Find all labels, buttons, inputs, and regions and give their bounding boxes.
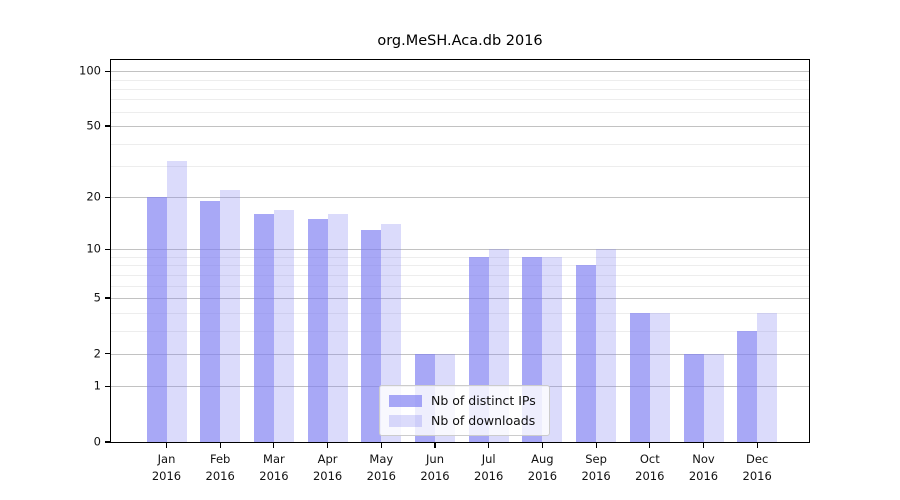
x-axis: Jan 2016 Feb 2016 Mar 2016 Apr 2016 May 2016 Jun 20… xyxy=(111,60,809,483)
bar-downloads xyxy=(273,209,294,442)
y-tick-mark xyxy=(104,248,110,250)
x-tick-mark xyxy=(595,443,597,449)
bar-group xyxy=(307,60,348,442)
y-tick-mark xyxy=(104,441,110,443)
x-tick-label: Jul 2016 xyxy=(474,452,504,483)
y-tick-mark xyxy=(104,385,110,387)
bar-distinct-ips xyxy=(576,265,597,442)
bar-distinct-ips xyxy=(361,229,382,442)
x-tick-mark xyxy=(219,443,221,449)
y-tick-label: 2 xyxy=(93,346,101,361)
major-gridline xyxy=(111,298,809,299)
bar-group xyxy=(737,60,778,442)
minor-gridline xyxy=(111,330,809,332)
x-tick-mark xyxy=(756,443,758,449)
plot-area: 100 50 20 10 5 2 1 0 Jan 2016 Feb 2016 Mar 2016 Apr 20… xyxy=(79,59,810,483)
chart-title: org.MeSH.Aca.db 2016 xyxy=(377,33,543,49)
bar-downloads xyxy=(703,353,724,442)
x-tick-label: Apr 2016 xyxy=(312,452,343,483)
x-tick-label: Sep 2016 xyxy=(581,452,611,483)
y-axis: 100 50 20 10 5 2 1 0 xyxy=(79,60,809,449)
bar-distinct-ips xyxy=(737,330,758,442)
y-tick-mark xyxy=(104,353,110,355)
major-gridline xyxy=(111,249,809,251)
x-tick-label: May 2016 xyxy=(366,452,396,483)
y-tick-mark xyxy=(104,297,110,299)
bar-group xyxy=(146,60,187,442)
y-tick-label: 5 xyxy=(93,290,101,305)
legend-entry-distinct-ips: Nb of distinct IPs xyxy=(389,393,536,408)
y-tick-label: 10 xyxy=(86,242,101,257)
x-tick-label: Mar 2016 xyxy=(259,452,289,483)
x-tick-mark xyxy=(702,443,705,449)
bar-downloads xyxy=(649,312,670,442)
y-tick-mark xyxy=(104,196,110,198)
bar-distinct-ips xyxy=(146,197,167,442)
bar-downloads xyxy=(166,161,187,442)
x-tick-mark xyxy=(327,443,329,449)
y-tick-label: 100 xyxy=(79,63,101,78)
x-tick-mark xyxy=(380,443,382,449)
y-tick-mark xyxy=(104,70,110,72)
x-tick-mark xyxy=(165,443,168,449)
x-tick-label: Aug 2016 xyxy=(527,452,558,483)
major-gridline xyxy=(111,353,809,355)
x-tick-label: Jun 2016 xyxy=(420,452,450,483)
bar-distinct-ips xyxy=(683,353,704,442)
x-tick-label: Nov 2016 xyxy=(688,452,719,483)
minor-gridline xyxy=(111,256,809,258)
x-tick-mark xyxy=(488,443,490,449)
y-tick-label: 20 xyxy=(86,190,101,205)
bar-distinct-ips xyxy=(307,219,328,442)
minor-gridline xyxy=(111,166,809,168)
legend: Nb of distinct IPs Nb of downloads xyxy=(379,385,550,436)
minor-gridline xyxy=(111,274,809,276)
minor-gridline xyxy=(111,312,809,314)
x-tick-label: Dec 2016 xyxy=(742,452,772,483)
bar-group xyxy=(200,60,241,442)
bar-downloads xyxy=(596,249,617,442)
minor-gridline xyxy=(111,265,809,267)
bar-downloads xyxy=(757,312,778,442)
minor-gridline xyxy=(111,143,809,145)
legend-label-downloads: Nb of downloads xyxy=(431,413,536,428)
x-tick-mark xyxy=(434,443,436,449)
minor-gridline xyxy=(111,99,809,101)
x-tick-label: Jan 2016 xyxy=(151,452,182,483)
bar-distinct-ips xyxy=(200,201,221,442)
bar-distinct-ips xyxy=(253,214,274,442)
major-gridline xyxy=(111,71,809,73)
y-tick-label: 0 xyxy=(93,434,101,449)
bar-group xyxy=(576,60,617,442)
minor-gridline xyxy=(111,111,809,113)
x-tick-label: Oct 2016 xyxy=(635,452,665,483)
major-gridline xyxy=(111,197,809,199)
bar-group xyxy=(629,60,670,442)
minor-gridline xyxy=(111,88,809,90)
legend-swatch-downloads-icon xyxy=(389,414,422,427)
y-tick-label: 50 xyxy=(86,118,101,133)
bar-group xyxy=(253,60,294,442)
minor-gridline xyxy=(111,285,809,287)
minor-gridline xyxy=(111,79,809,81)
x-tick-mark xyxy=(649,443,651,449)
y-tick-label: 1 xyxy=(93,379,101,394)
x-tick-mark xyxy=(541,443,543,449)
major-gridline xyxy=(111,126,809,128)
x-tick-label: Feb 2016 xyxy=(205,452,235,483)
legend-label-distinct-ips: Nb of distinct IPs xyxy=(431,393,536,408)
legend-swatch-distinct-ips-icon xyxy=(389,394,422,407)
legend-entry-downloads: Nb of downloads xyxy=(389,413,536,428)
bar-downloads xyxy=(327,214,348,442)
y-tick-mark xyxy=(104,125,110,127)
bar-distinct-ips xyxy=(629,312,650,442)
bar-downloads xyxy=(220,190,241,442)
bar-group xyxy=(683,60,724,442)
x-tick-mark xyxy=(273,443,275,449)
